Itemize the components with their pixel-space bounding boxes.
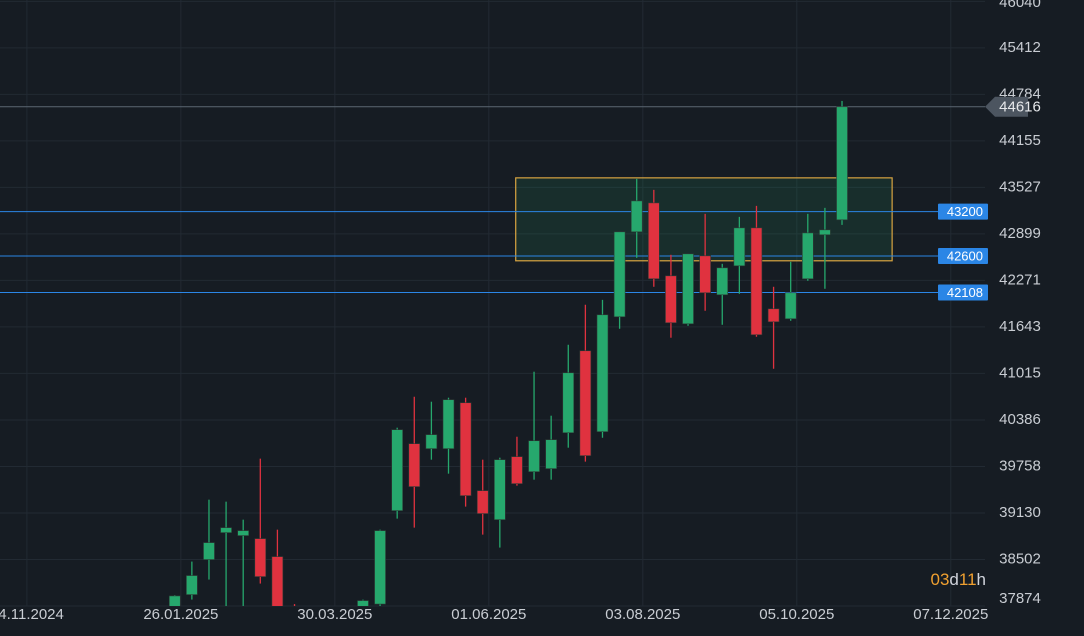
level-tag xyxy=(938,203,988,220)
x-tick-label: 03.08.2025 xyxy=(605,606,680,623)
last-price-label: 44616 xyxy=(999,99,1041,116)
candle-body xyxy=(596,314,609,432)
candle-body xyxy=(357,600,369,606)
candle-body xyxy=(220,527,232,533)
candle-body xyxy=(699,255,711,294)
candle-body xyxy=(579,350,592,456)
y-tick-label: 39130 xyxy=(999,504,1041,521)
grid xyxy=(0,0,985,607)
candle-body xyxy=(203,542,215,560)
candle-body xyxy=(613,231,626,318)
candle-body xyxy=(425,434,438,449)
candle-body xyxy=(528,440,540,472)
x-tick-label: 01.06.2025 xyxy=(451,606,526,623)
candle-body xyxy=(665,275,677,324)
candle-body xyxy=(750,227,763,336)
candle-body xyxy=(374,530,386,605)
y-tick-label: 41643 xyxy=(999,318,1041,335)
candle-body xyxy=(186,575,198,595)
y-tick-label: 41015 xyxy=(999,364,1041,381)
y-tick-label: 39758 xyxy=(999,457,1041,474)
axes: 37874 38502 39130 39758 40386 41015 41643 42271… xyxy=(0,0,1041,623)
candle-body xyxy=(545,439,557,469)
x-tick-label: 24.11.2024 xyxy=(0,606,64,623)
level-tag xyxy=(938,248,988,265)
y-tick-label: 43527 xyxy=(999,178,1041,195)
countdown-part: h xyxy=(977,570,986,589)
candle-body xyxy=(767,308,780,323)
candle-body xyxy=(408,443,421,487)
candle-body xyxy=(511,456,523,484)
x-tick-label: 26.01.2025 xyxy=(143,606,218,623)
candle-body xyxy=(442,399,455,449)
candle-body xyxy=(648,202,660,280)
candle-body xyxy=(254,538,267,577)
candle-body xyxy=(630,200,643,233)
level-label: 42600 xyxy=(947,248,983,263)
candle-body xyxy=(237,530,249,536)
level-label: 42108 xyxy=(947,285,983,300)
y-tick-label: 40386 xyxy=(999,411,1041,428)
candle-body xyxy=(682,253,694,325)
y-tick-label: 42271 xyxy=(999,271,1041,288)
y-tick-label: 37874 xyxy=(999,590,1041,607)
countdown: 03d11h xyxy=(930,570,986,589)
candle-body xyxy=(801,232,814,280)
y-tick-label: 45412 xyxy=(999,39,1041,56)
candle-body xyxy=(391,429,403,511)
y-tick-label: 38502 xyxy=(999,550,1041,567)
countdown-part: 11 xyxy=(959,570,977,589)
level-tag xyxy=(938,284,988,301)
level-label: 43200 xyxy=(947,204,983,219)
plot-area xyxy=(0,100,985,606)
candle-body xyxy=(562,372,575,434)
candle-body xyxy=(459,402,472,496)
candle-body xyxy=(784,292,797,320)
candle-body xyxy=(733,227,746,267)
candle-body xyxy=(271,556,284,606)
candle-body xyxy=(716,267,729,296)
x-tick-label: 30.03.2025 xyxy=(297,606,372,623)
countdown-part: d xyxy=(949,570,958,589)
candle-body xyxy=(494,459,506,520)
candle-body xyxy=(819,229,831,236)
y-tick-label: 44155 xyxy=(999,132,1041,149)
x-tick-label: 05.10.2025 xyxy=(759,606,834,623)
candle-body xyxy=(168,595,181,606)
y-tick-label: 46040 xyxy=(999,0,1041,11)
last-price-tag xyxy=(985,96,1028,117)
y-tick-label: 42899 xyxy=(999,225,1041,242)
candle-body xyxy=(836,106,848,221)
candle-body xyxy=(476,490,489,514)
countdown-part: 03 xyxy=(930,570,949,589)
x-tick-label: 07.12.2025 xyxy=(913,606,988,623)
zone-box xyxy=(515,177,893,262)
